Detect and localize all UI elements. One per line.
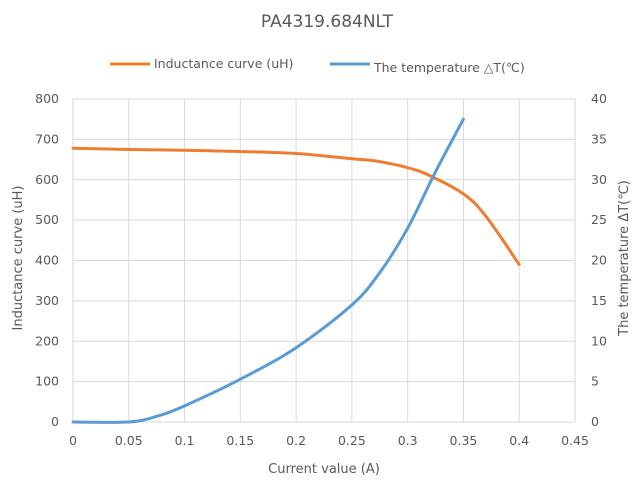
y-axis-label: Inductance curve (uH): [11, 185, 26, 330]
x-tick-label: 0.05: [115, 433, 143, 448]
series-line-inductance: [71, 146, 521, 267]
chart-title: PA4319.684NLT: [261, 12, 394, 32]
gridlines: [72, 98, 576, 423]
series-line-temperature: [71, 117, 465, 424]
y2-tick-label: 0: [591, 414, 599, 429]
y2-axis-ticks: 0 5 10 15 20 25 30 35 40: [591, 91, 607, 429]
x-tick-label: 0.3: [398, 433, 418, 448]
y-tick-label: 0: [51, 414, 59, 429]
x-tick-label: 0.35: [450, 433, 478, 448]
y-tick-label: 300: [35, 293, 59, 308]
y-tick-label: 700: [35, 131, 59, 146]
y2-tick-label: 5: [591, 374, 599, 389]
y2-tick-label: 15: [591, 293, 607, 308]
y-tick-label: 500: [35, 212, 59, 227]
legend-label-temperature: The temperature △T(℃): [373, 60, 525, 75]
y2-axis-label: The temperature ΔT(℃): [617, 180, 632, 337]
x-tick-label: 0.2: [286, 433, 306, 448]
x-tick-label: 0.45: [561, 433, 589, 448]
y-tick-label: 400: [35, 253, 59, 268]
legend-label-inductance: Inductance curve (uH): [154, 56, 293, 71]
y-tick-label: 100: [35, 374, 59, 389]
y2-tick-label: 35: [591, 131, 607, 146]
y2-tick-label: 30: [591, 172, 607, 187]
x-tick-label: 0.15: [226, 433, 254, 448]
y2-tick-label: 20: [591, 253, 607, 268]
y2-tick-label: 25: [591, 212, 607, 227]
series-layer: [71, 117, 521, 424]
y-tick-label: 600: [35, 172, 59, 187]
x-tick-label: 0.1: [175, 433, 195, 448]
y2-tick-label: 10: [591, 333, 607, 348]
y-axis-ticks: 0 100 200 300 400 500 600 700 800: [35, 91, 59, 429]
x-tick-label: 0.25: [338, 433, 366, 448]
x-axis-label: Current value (A): [268, 462, 380, 477]
legend: Inductance curve (uH) The temperature △T…: [110, 56, 525, 75]
y2-tick-label: 40: [591, 91, 607, 106]
y-tick-label: 200: [35, 333, 59, 348]
y-tick-label: 800: [35, 91, 59, 106]
x-tick-label: 0: [69, 433, 77, 448]
x-tick-label: 0.4: [509, 433, 529, 448]
x-axis-ticks: 0 0.05 0.1 0.15 0.2 0.25 0.3 0.35 0.4 0.45: [69, 433, 589, 448]
